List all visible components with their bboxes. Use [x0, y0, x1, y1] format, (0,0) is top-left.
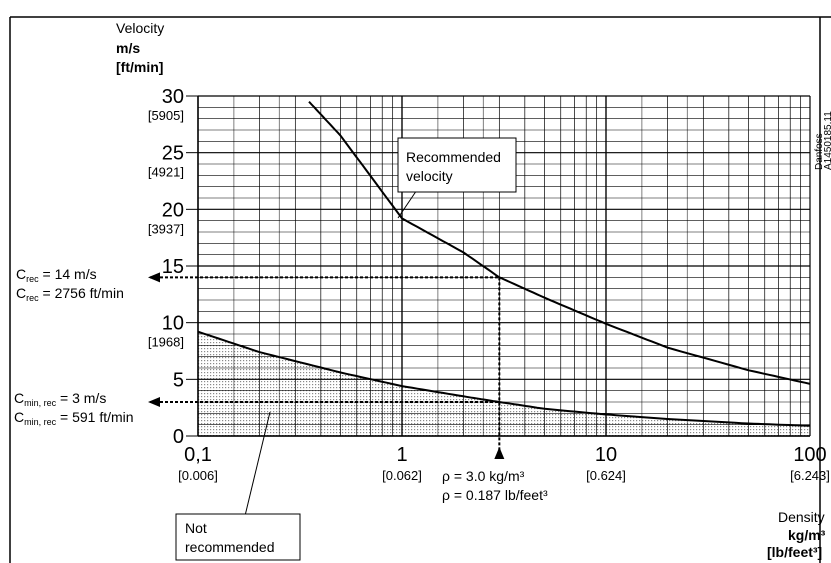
density-ref-label-lb: ρ = 0.187 lb/feet³: [442, 487, 548, 503]
not-recommended-callout-leader: [243, 411, 271, 521]
grid-layer: [197, 95, 811, 437]
y-tick-alt-label: [4921]: [148, 165, 184, 180]
recommended-callout-line2: velocity: [406, 168, 453, 184]
reference-lines-layer: [148, 272, 505, 459]
series-recommended-velocity: [308, 101, 811, 385]
x-tick-label: 100: [793, 444, 826, 466]
watermark-code: A1450185.11: [823, 111, 831, 170]
not-recommended-region-layer: [198, 331, 810, 436]
not-recommended-callout-line1: Not: [185, 520, 207, 536]
density-ref-label-kg: ρ = 3.0 kg/m³: [442, 468, 525, 484]
y-tick-label: 15: [162, 256, 184, 278]
c-min-label-ftmin: Cmin, rec = 591 ft/min: [14, 409, 134, 427]
x-tick-alt-label: [0.624]: [586, 468, 626, 483]
x-axis-unit: kg/m³: [788, 527, 826, 543]
c-min-label-ms: Cmin, rec = 3 m/s: [14, 390, 106, 408]
recommended-callout-box: [397, 137, 517, 193]
c-rec-label-ftmin: Crec = 2756 ft/min: [16, 285, 124, 303]
not-recommended-callout-box: [175, 513, 301, 561]
x-tick-label: 10: [595, 444, 617, 466]
y-axis-label: Velocity: [116, 20, 164, 36]
y-axis-unit-alt: [ft/min]: [116, 59, 163, 75]
y-tick-label: 25: [162, 143, 184, 165]
x-tick-alt-label: [0.062]: [382, 468, 422, 483]
y-axis-unit: m/s: [116, 40, 140, 56]
x-tick-alt-label: [6.243]: [790, 468, 830, 483]
ref-arrow-density: [494, 447, 505, 459]
not-recommended-region: [198, 331, 810, 436]
axis-layer: 0510[1968]1520[3937]25[4921]30[5905]0,1[…: [148, 86, 830, 483]
y-tick-label: 5: [173, 369, 184, 391]
x-axis-unit-alt: [lb/feet³]: [767, 544, 822, 560]
y-tick-label: 30: [162, 86, 184, 108]
x-tick-label: 0,1: [184, 444, 212, 466]
x-tick-label: 1: [396, 444, 407, 466]
y-tick-alt-label: [5905]: [148, 108, 184, 123]
ref-arrow-rec: [148, 272, 160, 283]
not-recommended-callout-line2: recommended: [185, 539, 275, 555]
y-tick-alt-label: [1968]: [148, 335, 184, 350]
watermark-danfoss: Danfoss: [814, 133, 825, 170]
y-tick-label: 0: [173, 426, 184, 448]
recommended-callout-line1: Recommended: [406, 149, 501, 165]
ref-arrow-min: [148, 397, 160, 407]
x-tick-alt-label: [0.006]: [178, 468, 218, 483]
series-layer: [197, 101, 811, 427]
series-min-velocity: [197, 330, 811, 427]
c-rec-label-ms: Crec = 14 m/s: [16, 266, 97, 284]
y-tick-label: 10: [162, 313, 184, 335]
x-axis-label: Density: [778, 509, 825, 525]
y-tick-alt-label: [3937]: [148, 221, 184, 236]
y-tick-label: 20: [162, 199, 184, 221]
